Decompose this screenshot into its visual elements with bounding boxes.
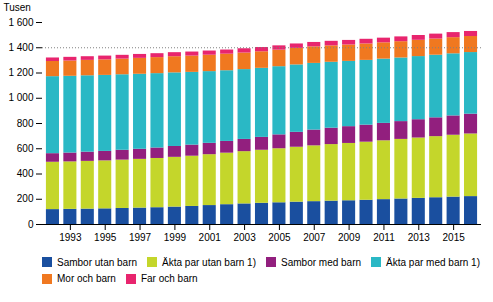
html-text:Sambor utan barn: Sambor utan barn (57, 256, 138, 268)
svg-text:2009: 2009 (338, 232, 361, 243)
svg-text:Tusen: Tusen (4, 2, 31, 13)
svg-text:1 600: 1 600 (8, 17, 33, 28)
svg-text:2013: 2013 (408, 232, 431, 243)
svg-text:2007: 2007 (303, 232, 326, 243)
svg-text:2001: 2001 (199, 232, 222, 243)
svg-text:1 000: 1 000 (8, 92, 33, 103)
html-text:Mor och barn: Mor och barn (57, 273, 116, 285)
svg-text:600: 600 (17, 143, 34, 154)
svg-text:400: 400 (17, 168, 34, 179)
html-text:Äkta par utan barn 1): Äkta par utan barn 1) (162, 256, 256, 268)
svg-text:200: 200 (17, 193, 34, 204)
svg-text:2015: 2015 (443, 232, 466, 243)
svg-text:1997: 1997 (129, 232, 152, 243)
html-text:Far och barn: Far och barn (140, 273, 198, 285)
svg-text:2011: 2011 (373, 232, 395, 243)
svg-text:1995: 1995 (94, 232, 117, 243)
svg-text:1993: 1993 (59, 232, 82, 243)
svg-text:0: 0 (28, 219, 34, 230)
html-text:Sambor med barn: Sambor med barn (281, 256, 362, 268)
svg-text:1999: 1999 (164, 232, 187, 243)
svg-text:800: 800 (17, 118, 34, 129)
html-text:Äkta par med barn 1): Äkta par med barn 1) (386, 256, 480, 268)
svg-text:2005: 2005 (268, 232, 291, 243)
svg-text:1 200: 1 200 (8, 67, 33, 78)
svg-text:2003: 2003 (233, 232, 256, 243)
svg-text:1 400: 1 400 (8, 42, 33, 53)
